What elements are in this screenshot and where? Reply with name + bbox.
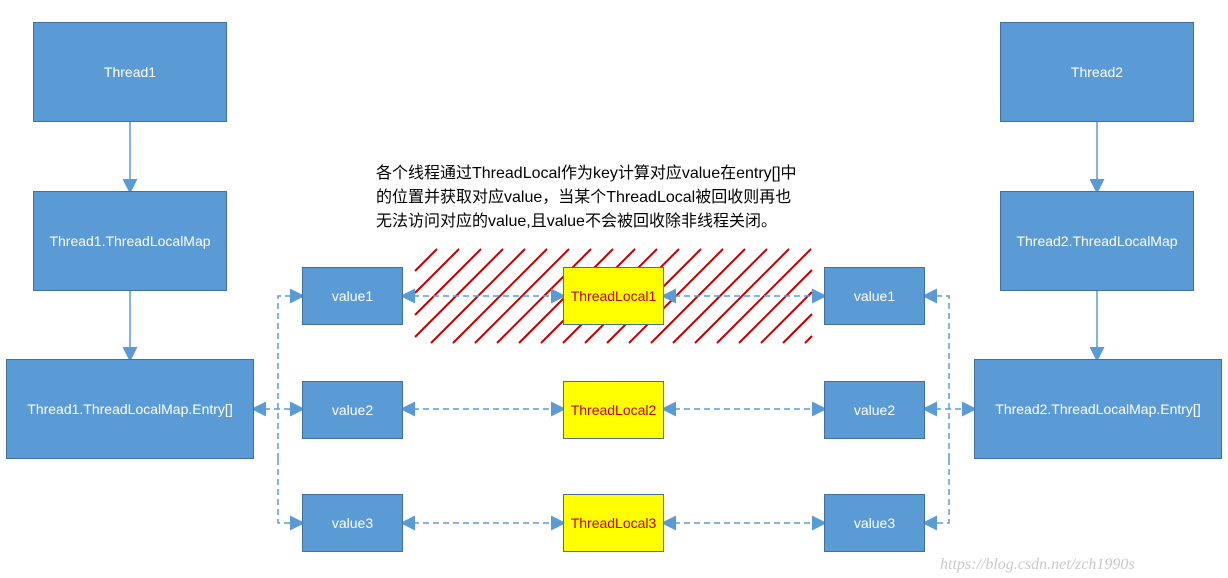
node-thread1: Thread1 — [33, 22, 227, 122]
desc-line1: 各个线程通过ThreadLocal作为key计算对应value在entry[]中 — [376, 162, 797, 186]
node-label: Thread2.ThreadLocalMap — [1016, 233, 1177, 249]
node-label: value1 — [332, 288, 373, 304]
node-tl3: ThreadLocal3 — [563, 494, 664, 552]
node-v2l: value2 — [302, 381, 403, 439]
node-tl2: ThreadLocal2 — [563, 381, 664, 439]
node-t1map: Thread1.ThreadLocalMap — [33, 191, 227, 291]
node-v1r: value1 — [824, 267, 925, 325]
node-label: value3 — [332, 515, 373, 531]
node-label: value1 — [854, 288, 895, 304]
node-v3l: value3 — [302, 494, 403, 552]
node-label: value3 — [854, 515, 895, 531]
desc-line2: 的位置并获取对应value，当某个ThreadLocal被回收则再也 — [376, 186, 797, 210]
node-tl1: ThreadLocal1 — [563, 267, 664, 325]
node-label: Thread1.ThreadLocalMap — [49, 233, 210, 249]
node-label: Thread2.ThreadLocalMap.Entry[] — [995, 401, 1200, 417]
node-t2entry: Thread2.ThreadLocalMap.Entry[] — [974, 359, 1222, 459]
node-label: ThreadLocal3 — [571, 515, 657, 531]
node-label: ThreadLocal1 — [571, 288, 657, 304]
node-label: ThreadLocal2 — [571, 402, 657, 418]
node-label: value2 — [854, 402, 895, 418]
node-v1l: value1 — [302, 267, 403, 325]
node-label: value2 — [332, 402, 373, 418]
node-t2map: Thread2.ThreadLocalMap — [1000, 191, 1194, 291]
node-v3r: value3 — [824, 494, 925, 552]
node-label: Thread2 — [1071, 64, 1123, 80]
node-label: Thread1 — [104, 64, 156, 80]
watermark-text: https://blog.csdn.net/zch1990s — [940, 556, 1135, 574]
desc-line3: 无法访问对应的value,且value不会被回收除非线程关闭。 — [376, 210, 797, 234]
node-label: Thread1.ThreadLocalMap.Entry[] — [27, 401, 232, 417]
description-text: 各个线程通过ThreadLocal作为key计算对应value在entry[]中… — [376, 162, 797, 234]
node-thread2: Thread2 — [1000, 22, 1194, 122]
node-t1entry: Thread1.ThreadLocalMap.Entry[] — [6, 359, 254, 459]
diagram-canvas: Thread1 Thread1.ThreadLocalMap Thread1.Thr… — [0, 0, 1228, 578]
node-v2r: value2 — [824, 381, 925, 439]
